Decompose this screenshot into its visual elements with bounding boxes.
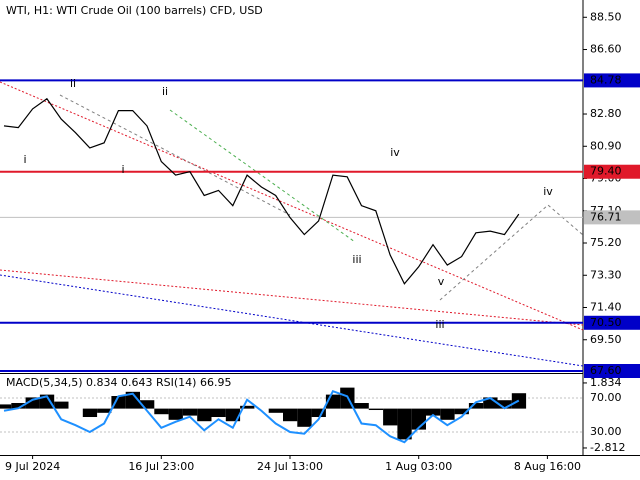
macd-bar (283, 408, 298, 422)
macd-bar (154, 408, 169, 415)
macd-bar (311, 408, 326, 418)
level-label: 67.60 (590, 364, 622, 377)
price-line (3, 97, 520, 285)
y-tick-label: 82.80 (590, 107, 622, 120)
wave-label: v (438, 275, 445, 288)
level-label: 79.40 (590, 165, 622, 178)
wave-label: iii (435, 318, 444, 331)
wave-label: ii (70, 77, 76, 90)
macd-bar (454, 408, 469, 415)
macd-bar (240, 405, 255, 409)
macd-bar (426, 408, 441, 416)
macd-bar (297, 408, 312, 427)
macd-bar (383, 408, 398, 426)
x-tick-label: 16 Jul 23:00 (128, 460, 194, 473)
x-tick-label: 1 Aug 03:00 (385, 460, 452, 473)
macd-bar (182, 408, 198, 416)
macd-bar (468, 403, 484, 409)
macd-bar (497, 400, 512, 409)
macd-bar (111, 396, 126, 409)
macd-bar (140, 400, 155, 409)
macd-bar (268, 408, 283, 413)
current-price-box (584, 210, 640, 225)
macd-bar (82, 408, 98, 418)
macd-bar (125, 391, 140, 409)
y-tick-label: 88.50 (590, 10, 622, 23)
level-label: 70.50 (590, 316, 622, 329)
macd-bar (368, 408, 384, 411)
rsi-line (3, 389, 520, 444)
wave-label: iv (543, 185, 553, 198)
y-tick-label: 73.30 (590, 268, 622, 281)
macd-bar (440, 408, 455, 420)
y2-tick-label: 70.00 (590, 391, 622, 404)
level-box (584, 315, 640, 330)
macd-bar (354, 403, 369, 409)
macd-bar (54, 401, 69, 409)
macd-bar (211, 408, 226, 418)
y-tick-label: 75.20 (590, 236, 622, 249)
wave-channel (59, 94, 291, 216)
wave-label: i (121, 163, 124, 176)
chart-title: WTI, H1: WTI Crude Oil (100 barrels) CFD… (6, 4, 263, 17)
macd-bar (397, 408, 412, 440)
current-price-label: 76.71 (590, 210, 622, 223)
macd-bar (11, 403, 26, 409)
wave-label: i (23, 153, 26, 166)
trend-line (0, 269, 584, 326)
level-box (584, 73, 640, 88)
level-box (584, 164, 640, 179)
macd-bar (168, 408, 183, 420)
wave-label: iii (352, 253, 361, 266)
x-tick-label: 24 Jul 13:00 (257, 460, 323, 473)
y2-tick-label: 30.00 (590, 425, 622, 438)
level-box (584, 364, 640, 378)
x-tick-label: 8 Aug 16:00 (514, 460, 581, 473)
macd-bar (225, 408, 241, 422)
x-tick-label: 9 Jul 2024 (5, 460, 60, 473)
indicator-title: MACD(5,34,5) 0.834 0.643 RSI(14) 66.95 (6, 376, 231, 389)
macd-bar (97, 408, 112, 413)
y-tick-label: 80.90 (590, 139, 622, 152)
macd-bar (25, 397, 40, 409)
trend-line (0, 81, 584, 331)
y-tick-label: 86.60 (590, 43, 622, 56)
y-tick-label: 71.40 (590, 301, 622, 314)
macd-bar (0, 404, 12, 409)
macd-bar (483, 397, 498, 409)
wave-projection (439, 204, 584, 301)
wave-channel (169, 109, 356, 243)
level-label: 84.78 (590, 73, 622, 86)
y-tick-label: -2.812 (590, 441, 625, 454)
macd-bar (197, 408, 212, 422)
y-tick-label: 69.50 (590, 333, 622, 346)
y-tick-label: 1.834 (590, 376, 622, 389)
wave-label: ii (162, 85, 168, 98)
wave-label: iv (390, 146, 400, 159)
